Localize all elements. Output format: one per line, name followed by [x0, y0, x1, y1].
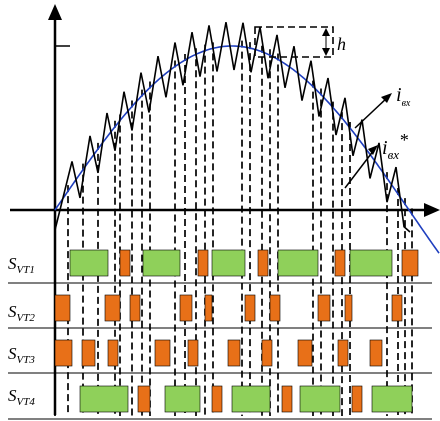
gate-pulse [142, 249, 181, 277]
gate-pulse [179, 294, 193, 322]
gate-pulse [54, 339, 73, 367]
gate-pulse [317, 294, 331, 322]
gate-pulse [227, 339, 241, 367]
gate-pulse [344, 294, 353, 322]
input-current-curve [54, 22, 411, 233]
gate-pulse [299, 385, 341, 413]
gate-pulse [337, 339, 349, 367]
gate-signal-rows [8, 249, 432, 420]
gate-pulse [137, 385, 151, 413]
s-vt2-label: SVT2 [8, 302, 35, 324]
gate-pulse [164, 385, 201, 413]
y-axis-arrow [48, 4, 62, 20]
gate-pulse [129, 294, 141, 322]
gate-pulse [107, 339, 119, 367]
gate-pulse [391, 294, 403, 322]
gate-pulse [104, 294, 121, 322]
i-in-leader [354, 96, 389, 129]
gate-pulse [81, 339, 96, 367]
gate-pulse [261, 339, 273, 367]
gate-pulse [211, 385, 223, 413]
gate-pulse [204, 294, 213, 322]
gate-pulse [197, 249, 209, 277]
gate-pulse [351, 385, 363, 413]
gate-pulse [349, 249, 393, 277]
gate-pulse [187, 339, 199, 367]
gate-pulse [269, 294, 281, 322]
gate-pulse [54, 294, 71, 322]
gate-pulse [277, 249, 319, 277]
gate-pulse [231, 385, 271, 413]
i-ref-leader [344, 149, 375, 189]
gate-pulse [211, 249, 246, 277]
i-ref-leader-arrow [368, 145, 378, 155]
s-vt1-label: SVT1 [8, 254, 35, 276]
i-in-label: iвх [396, 84, 411, 109]
gate-pulse [371, 385, 413, 413]
gate-pulse [297, 339, 313, 367]
h-arrow-bottom [322, 48, 330, 56]
i-in-leader-arrow [381, 93, 392, 103]
i-ref-label: iвх* [382, 130, 408, 162]
gate-pulse [281, 385, 293, 413]
gate-pulse [244, 294, 256, 322]
gate-pulse [69, 249, 109, 277]
x-axis-arrow [424, 203, 440, 217]
s-vt4-label: SVT4 [8, 386, 35, 408]
gate-pulse [401, 249, 419, 277]
gate-pulse [154, 339, 171, 367]
gate-pulse [369, 339, 383, 367]
h-label: h [337, 34, 346, 54]
gate-pulse [257, 249, 269, 277]
gate-pulse [79, 385, 129, 413]
hysteresis-band [254, 26, 334, 58]
gate-pulse [119, 249, 131, 277]
gate-pulse [334, 249, 346, 277]
s-vt3-label: SVT3 [8, 344, 35, 366]
h-arrow-top [322, 28, 330, 36]
